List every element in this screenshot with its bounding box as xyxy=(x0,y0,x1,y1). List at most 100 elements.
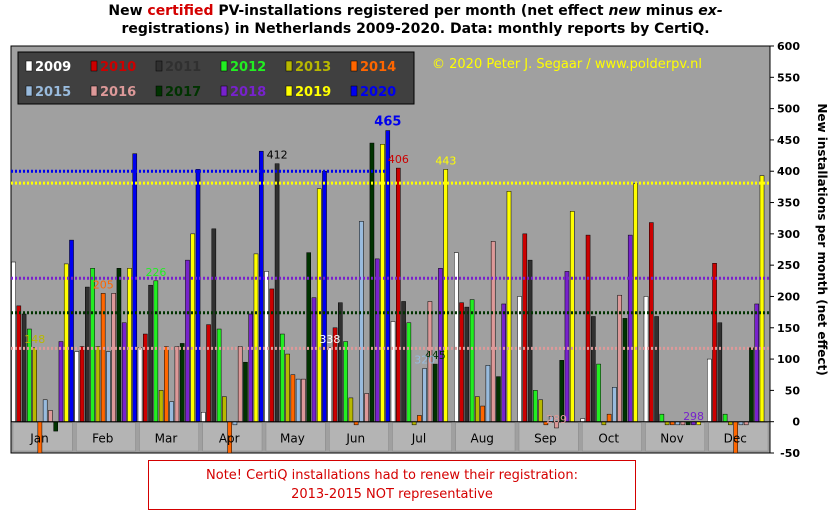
bar-2017-aug xyxy=(496,376,501,422)
bar-2009-nov xyxy=(643,296,649,422)
bar-2016-jan xyxy=(48,410,53,422)
bar-2015-mar xyxy=(169,401,174,422)
y-axis-title: New installations per month (net effect) xyxy=(815,103,829,375)
bar-2012-aug xyxy=(469,299,475,422)
legend-label-2020: 2020 xyxy=(360,85,396,100)
legend-label-2010: 2010 xyxy=(100,60,136,75)
bar-2012-mar xyxy=(153,280,159,422)
note-line1: Note! CertiQ installations had to renew … xyxy=(206,468,578,483)
y-tick-label: 350 xyxy=(777,197,800,210)
value-label: 445 xyxy=(425,349,446,362)
bar-2014-may xyxy=(290,374,296,422)
month-label: Jul xyxy=(411,432,426,446)
bar-2018-may xyxy=(311,297,317,422)
bar-2009-jan xyxy=(11,261,16,422)
legend-swatch-2016 xyxy=(90,85,98,97)
month-label: Apr xyxy=(219,432,240,446)
month-band xyxy=(139,422,199,452)
note-box: Note! CertiQ installations had to renew … xyxy=(148,460,636,510)
bar-2015-aug xyxy=(485,365,491,422)
bar-2015-oct xyxy=(612,387,617,422)
y-tick-label: 150 xyxy=(777,322,800,335)
month-band xyxy=(582,422,642,452)
bar-2020-apr xyxy=(258,150,264,422)
bar-2011-feb xyxy=(85,286,90,422)
bar-2009-sep xyxy=(517,296,522,422)
bar-2014-jul xyxy=(417,415,422,422)
legend-label-2013: 2013 xyxy=(295,60,331,75)
y-tick-label: 500 xyxy=(777,103,800,116)
bar-2020-may xyxy=(322,170,327,422)
bar-2009-jun xyxy=(327,347,333,422)
legend-label-2018: 2018 xyxy=(230,85,266,100)
bar-2010-feb xyxy=(79,346,85,422)
month-band xyxy=(392,422,452,452)
bar-2019-feb xyxy=(127,268,132,422)
bar-2011-mar xyxy=(148,284,153,422)
bar-2019-mar xyxy=(190,233,196,422)
legend-label-2015: 2015 xyxy=(35,85,71,100)
legend-swatch-2010 xyxy=(90,60,98,72)
month-band xyxy=(12,422,73,452)
bar-2019-jun xyxy=(380,144,385,422)
y-tick-label: 100 xyxy=(777,353,800,366)
bar-2019-dec xyxy=(759,175,765,422)
bar-2013-aug xyxy=(475,396,480,422)
legend-swatch-2017 xyxy=(155,85,163,97)
value-label: 205 xyxy=(93,278,114,291)
bar-2011-jan xyxy=(21,313,27,422)
bar-2011-jul xyxy=(401,301,406,422)
legend-swatch-2018 xyxy=(220,85,228,97)
bar-2009-mar xyxy=(137,347,143,422)
bar-2018-aug xyxy=(501,303,507,422)
month-label: Aug xyxy=(470,432,493,446)
month-label: Jun xyxy=(345,432,365,446)
bar-2017-dec xyxy=(749,347,754,422)
month-label: May xyxy=(280,432,305,446)
value-label: 148 xyxy=(24,333,45,346)
bar-2011-aug xyxy=(464,306,470,422)
bar-2018-jul xyxy=(438,268,443,422)
y-tick-label: 50 xyxy=(785,384,801,397)
legend-swatch-2013 xyxy=(285,60,293,72)
month-band xyxy=(329,422,389,452)
month-band xyxy=(265,422,326,452)
legend xyxy=(17,51,415,105)
bar-2018-dec xyxy=(754,303,760,422)
legend-label-2014: 2014 xyxy=(360,60,396,75)
bar-2014-mar xyxy=(164,346,169,422)
bar-2016-aug xyxy=(490,241,496,422)
y-tick-label: 600 xyxy=(777,40,800,53)
bar-2010-dec xyxy=(712,263,717,422)
bar-2018-mar xyxy=(185,259,190,422)
bar-2019-aug xyxy=(506,191,512,422)
bar-2013-mar xyxy=(158,390,164,422)
bar-2018-jan xyxy=(58,341,64,422)
y-tick-label: 200 xyxy=(777,290,800,303)
value-label: 289 xyxy=(546,413,567,426)
bar-2010-oct xyxy=(585,234,591,422)
y-tick-label: 450 xyxy=(777,134,800,147)
legend-swatch-2009 xyxy=(25,60,33,72)
value-label: 226 xyxy=(145,266,166,279)
bar-2009-jul xyxy=(390,321,396,422)
bar-2015-may xyxy=(295,378,301,422)
legend-label-2011: 2011 xyxy=(165,60,201,75)
bar-2017-jun xyxy=(369,142,375,422)
month-label: Mar xyxy=(155,432,178,446)
bar-2010-jul xyxy=(396,167,401,422)
bar-2020-mar xyxy=(195,169,201,422)
plot-area xyxy=(10,45,771,454)
bar-2018-feb xyxy=(121,322,127,422)
bar-2014-aug xyxy=(480,405,485,422)
value-label: 298 xyxy=(683,410,704,423)
note-line2: 2013-2015 NOT representative xyxy=(291,487,493,502)
bar-2019-jan xyxy=(63,263,69,422)
bar-2010-sep xyxy=(522,233,528,422)
bar-2017-jan xyxy=(53,421,58,432)
month-band xyxy=(455,422,516,452)
month-band xyxy=(202,422,263,452)
value-label: 338 xyxy=(319,333,340,346)
bar-2010-jan xyxy=(16,305,22,422)
legend-swatch-2019 xyxy=(285,85,293,97)
